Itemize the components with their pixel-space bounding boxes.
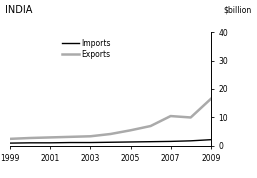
Imports [129,141,132,143]
Imports [169,140,172,142]
Exports [29,137,32,139]
Imports [209,139,212,141]
Exports [169,115,172,117]
Imports [89,142,92,144]
Exports [209,98,212,100]
Line: Exports: Exports [10,99,211,139]
Exports [89,135,92,137]
Imports [149,141,152,143]
Text: INDIA: INDIA [5,5,33,15]
Exports [189,116,192,119]
Legend: Imports, Exports: Imports, Exports [61,38,112,60]
Exports [9,138,12,140]
Imports [29,142,32,144]
Imports [9,142,12,144]
Line: Imports: Imports [10,140,211,143]
Imports [69,142,72,144]
Exports [149,125,152,127]
Exports [49,136,52,138]
Imports [109,141,112,143]
Exports [109,133,112,135]
Imports [189,140,192,142]
Exports [129,129,132,131]
Exports [69,136,72,138]
Text: $billion: $billion [224,5,252,14]
Imports [49,142,52,144]
